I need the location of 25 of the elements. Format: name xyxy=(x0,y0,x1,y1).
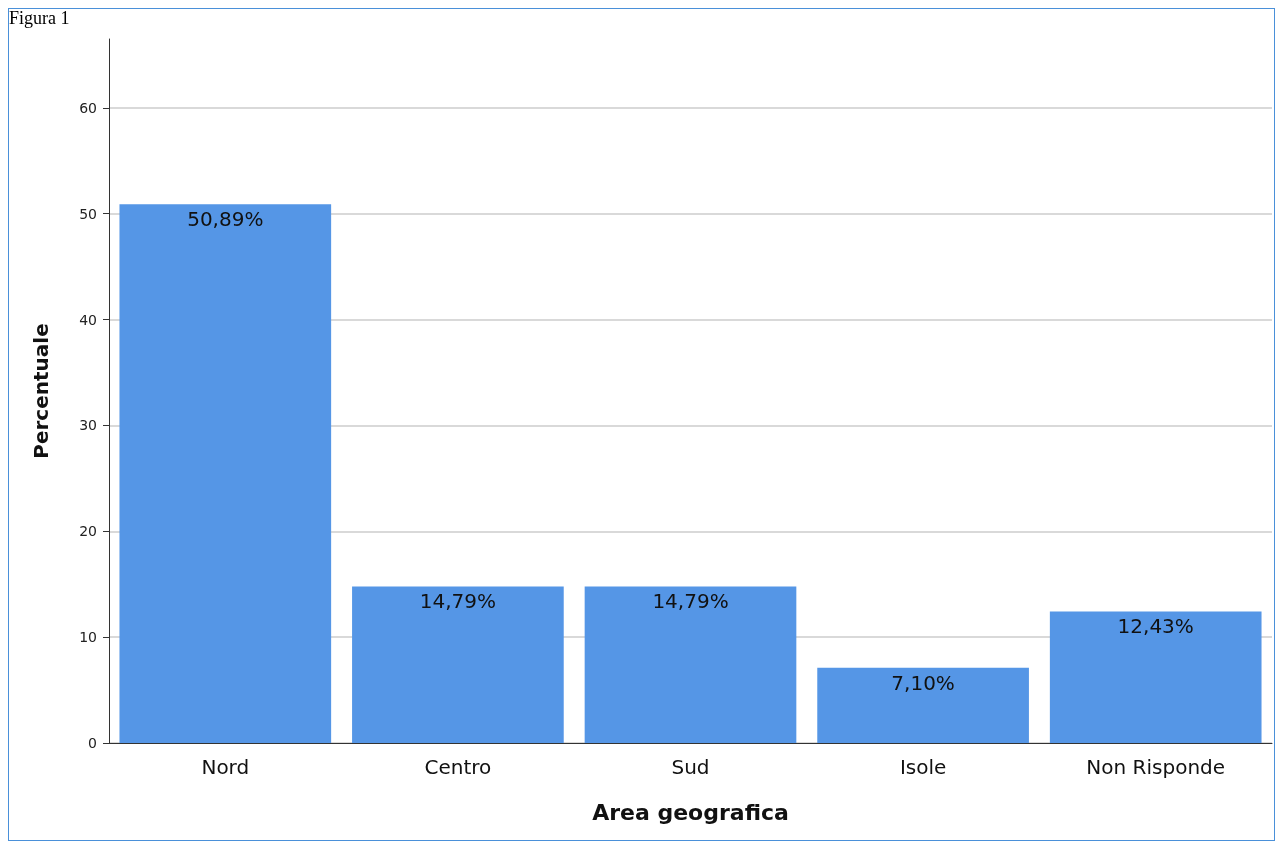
y-tick-label: 20 xyxy=(79,523,97,540)
x-axis-title: Area geografica xyxy=(592,799,789,825)
bar xyxy=(817,667,1029,743)
data-label: 50,89% xyxy=(187,207,264,232)
bar xyxy=(584,586,797,743)
y-tick-label: 0 xyxy=(88,735,97,751)
bar xyxy=(119,204,332,743)
data-label: 14,79% xyxy=(419,589,497,614)
x-tick-label: Nord xyxy=(201,755,250,779)
x-tick-label: Non Risponde xyxy=(1086,755,1226,779)
x-tick-label: Isole xyxy=(899,755,947,779)
y-tick-label: 40 xyxy=(79,311,97,328)
x-tick-label: Centro xyxy=(424,755,492,779)
y-tick-label: 60 xyxy=(79,99,97,116)
bar xyxy=(1049,611,1262,743)
x-tick-label: Sud xyxy=(671,755,710,779)
data-label: 14,79% xyxy=(652,589,729,614)
data-label: 7,10% xyxy=(891,670,955,695)
bar xyxy=(352,586,564,743)
data-label: 12,43% xyxy=(1117,614,1194,639)
y-axis-title: Percentuale xyxy=(29,323,53,459)
text: Figura 1 xyxy=(9,8,70,28)
y-tick-label: 30 xyxy=(79,417,97,434)
y-tick-label: 10 xyxy=(79,629,97,646)
y-tick-label: 50 xyxy=(79,205,97,222)
